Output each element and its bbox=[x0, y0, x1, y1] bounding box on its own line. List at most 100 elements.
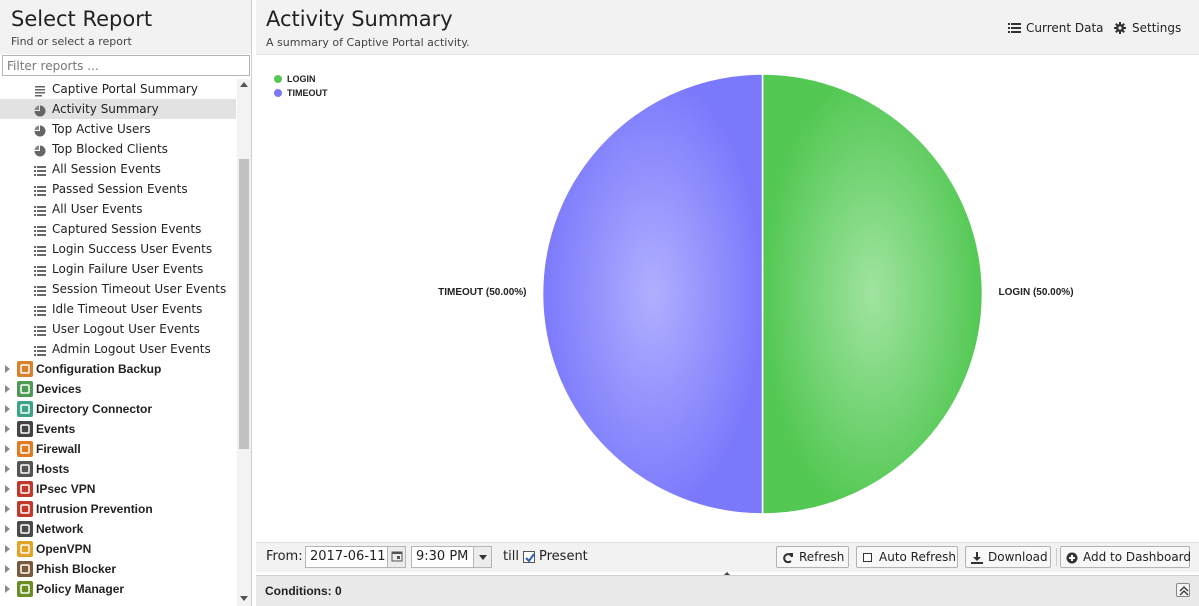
check-icon bbox=[525, 553, 535, 563]
list-icon bbox=[34, 163, 46, 176]
scroll-up-arrow-icon[interactable] bbox=[240, 82, 248, 87]
expand-arrow-icon[interactable] bbox=[5, 365, 10, 373]
list-icon bbox=[34, 203, 46, 216]
plus-circle-icon bbox=[1066, 552, 1078, 564]
report-item[interactable]: Activity Summary bbox=[0, 99, 236, 119]
category-item-label: Events bbox=[36, 422, 76, 436]
list-icon bbox=[34, 183, 46, 196]
expand-arrow-icon[interactable] bbox=[5, 505, 10, 513]
category-item[interactable]: Hosts bbox=[0, 459, 236, 479]
pie-slice-login[interactable] bbox=[761, 73, 984, 515]
report-item-label: All User Events bbox=[52, 202, 143, 216]
conditions-toggle-button[interactable] bbox=[1176, 583, 1190, 597]
list-icon bbox=[34, 223, 46, 236]
report-item[interactable]: Top Active Users bbox=[0, 119, 236, 139]
report-item[interactable]: Passed Session Events bbox=[0, 179, 236, 199]
current-data-button[interactable]: Current Data bbox=[1008, 19, 1104, 37]
present-checkbox[interactable] bbox=[523, 551, 535, 563]
expand-arrow-icon[interactable] bbox=[5, 585, 10, 593]
list-icon bbox=[34, 283, 46, 296]
pie-chart-icon bbox=[34, 103, 46, 117]
category-item[interactable]: OpenVPN bbox=[0, 539, 236, 559]
settings-button[interactable]: Settings bbox=[1114, 19, 1196, 37]
report-item-label: Login Success User Events bbox=[52, 242, 213, 256]
list-icon bbox=[34, 343, 46, 356]
report-item[interactable]: Session Timeout User Events bbox=[0, 279, 236, 299]
expand-arrow-icon[interactable] bbox=[5, 565, 10, 573]
category-item[interactable]: Intrusion Prevention bbox=[0, 499, 236, 519]
refresh-button[interactable]: Refresh bbox=[776, 546, 849, 568]
expand-arrow-icon[interactable] bbox=[5, 545, 10, 553]
expand-arrow-icon[interactable] bbox=[5, 485, 10, 493]
configuration-backup-icon bbox=[17, 361, 33, 377]
events-icon bbox=[17, 421, 33, 437]
tree-scrollbar[interactable] bbox=[237, 79, 251, 606]
collapse-splitter-icon[interactable] bbox=[718, 570, 736, 576]
refresh-icon bbox=[783, 553, 793, 564]
filter-reports-input[interactable] bbox=[2, 55, 250, 76]
add-to-dashboard-label: Add to Dashboard bbox=[1083, 550, 1192, 564]
firewall-icon bbox=[17, 441, 33, 457]
legend-label: TIMEOUT bbox=[287, 88, 328, 98]
expand-arrow-icon[interactable] bbox=[5, 385, 10, 393]
scroll-down-arrow-icon[interactable] bbox=[240, 596, 248, 601]
conditions-bar[interactable]: Conditions: 0 bbox=[256, 575, 1199, 606]
report-item[interactable]: Top Blocked Clients bbox=[0, 139, 236, 159]
category-item[interactable]: Events bbox=[0, 419, 236, 439]
expand-arrow-icon[interactable] bbox=[5, 405, 10, 413]
download-button[interactable]: Download bbox=[965, 546, 1051, 568]
report-item-label: Activity Summary bbox=[52, 102, 159, 116]
selector-title: Select Report bbox=[11, 7, 153, 31]
category-item[interactable]: Firewall bbox=[0, 439, 236, 459]
category-item[interactable]: Policy Manager bbox=[0, 579, 236, 599]
category-item[interactable]: Directory Connector bbox=[0, 399, 236, 419]
category-item[interactable]: Network bbox=[0, 519, 236, 539]
category-item[interactable]: Devices bbox=[0, 379, 236, 399]
list-icon bbox=[34, 303, 46, 316]
list-icon bbox=[34, 323, 46, 336]
report-item[interactable]: Captive Portal Summary bbox=[0, 79, 236, 99]
expand-arrow-icon[interactable] bbox=[5, 525, 10, 533]
auto-refresh-label: Auto Refresh bbox=[879, 550, 956, 564]
report-item-label: Top Blocked Clients bbox=[52, 142, 168, 156]
report-item[interactable]: Login Success User Events bbox=[0, 239, 236, 259]
chevron-down-icon[interactable] bbox=[473, 547, 491, 567]
download-icon bbox=[971, 552, 983, 564]
from-date-field[interactable]: 2017-06-11 bbox=[305, 546, 406, 568]
category-item-label: Hosts bbox=[36, 462, 70, 476]
legend-dot-icon bbox=[274, 75, 282, 83]
report-item[interactable]: Captured Session Events bbox=[0, 219, 236, 239]
expand-arrow-icon[interactable] bbox=[5, 445, 10, 453]
gear-icon bbox=[1114, 22, 1126, 34]
chart-area: LOGIN TIMEOUT LOGIN (50.00%) TIMEOUT (50.0… bbox=[256, 54, 1199, 542]
pie-slice-timeout[interactable] bbox=[541, 73, 764, 515]
checkbox-empty-icon bbox=[863, 553, 872, 562]
slice-label-login: LOGIN (50.00%) bbox=[998, 287, 1074, 298]
phish-blocker-icon bbox=[17, 561, 33, 577]
category-item-label: Devices bbox=[36, 382, 82, 396]
from-time-field[interactable]: 9:30 PM bbox=[411, 546, 492, 568]
report-item[interactable]: All Session Events bbox=[0, 159, 236, 179]
current-data-label: Current Data bbox=[1026, 21, 1104, 35]
category-item[interactable]: Phish Blocker bbox=[0, 559, 236, 579]
report-item[interactable]: User Logout User Events bbox=[0, 319, 236, 339]
add-to-dashboard-button[interactable]: Add to Dashboard bbox=[1060, 546, 1192, 568]
report-item[interactable]: Admin Logout User Events bbox=[0, 339, 236, 359]
list-icon bbox=[34, 243, 46, 256]
hosts-icon bbox=[17, 461, 33, 477]
report-item[interactable]: Idle Timeout User Events bbox=[0, 299, 236, 319]
scrollbar-thumb[interactable] bbox=[239, 159, 249, 449]
report-item-label: Login Failure User Events bbox=[52, 262, 204, 276]
report-item[interactable]: All User Events bbox=[0, 199, 236, 219]
category-item[interactable]: IPsec VPN bbox=[0, 479, 236, 499]
expand-arrow-icon[interactable] bbox=[5, 425, 10, 433]
report-subtitle: A summary of Captive Portal activity. bbox=[266, 36, 470, 49]
expand-arrow-icon[interactable] bbox=[5, 465, 10, 473]
calendar-icon[interactable] bbox=[387, 547, 405, 567]
report-item[interactable]: Login Failure User Events bbox=[0, 259, 236, 279]
auto-refresh-button[interactable]: Auto Refresh bbox=[856, 546, 958, 568]
category-item[interactable]: Configuration Backup bbox=[0, 359, 236, 379]
selector-header: Select Report Find or select a report bbox=[0, 0, 251, 54]
pie-chart bbox=[541, 73, 984, 515]
report-item-label: Idle Timeout User Events bbox=[52, 302, 203, 316]
